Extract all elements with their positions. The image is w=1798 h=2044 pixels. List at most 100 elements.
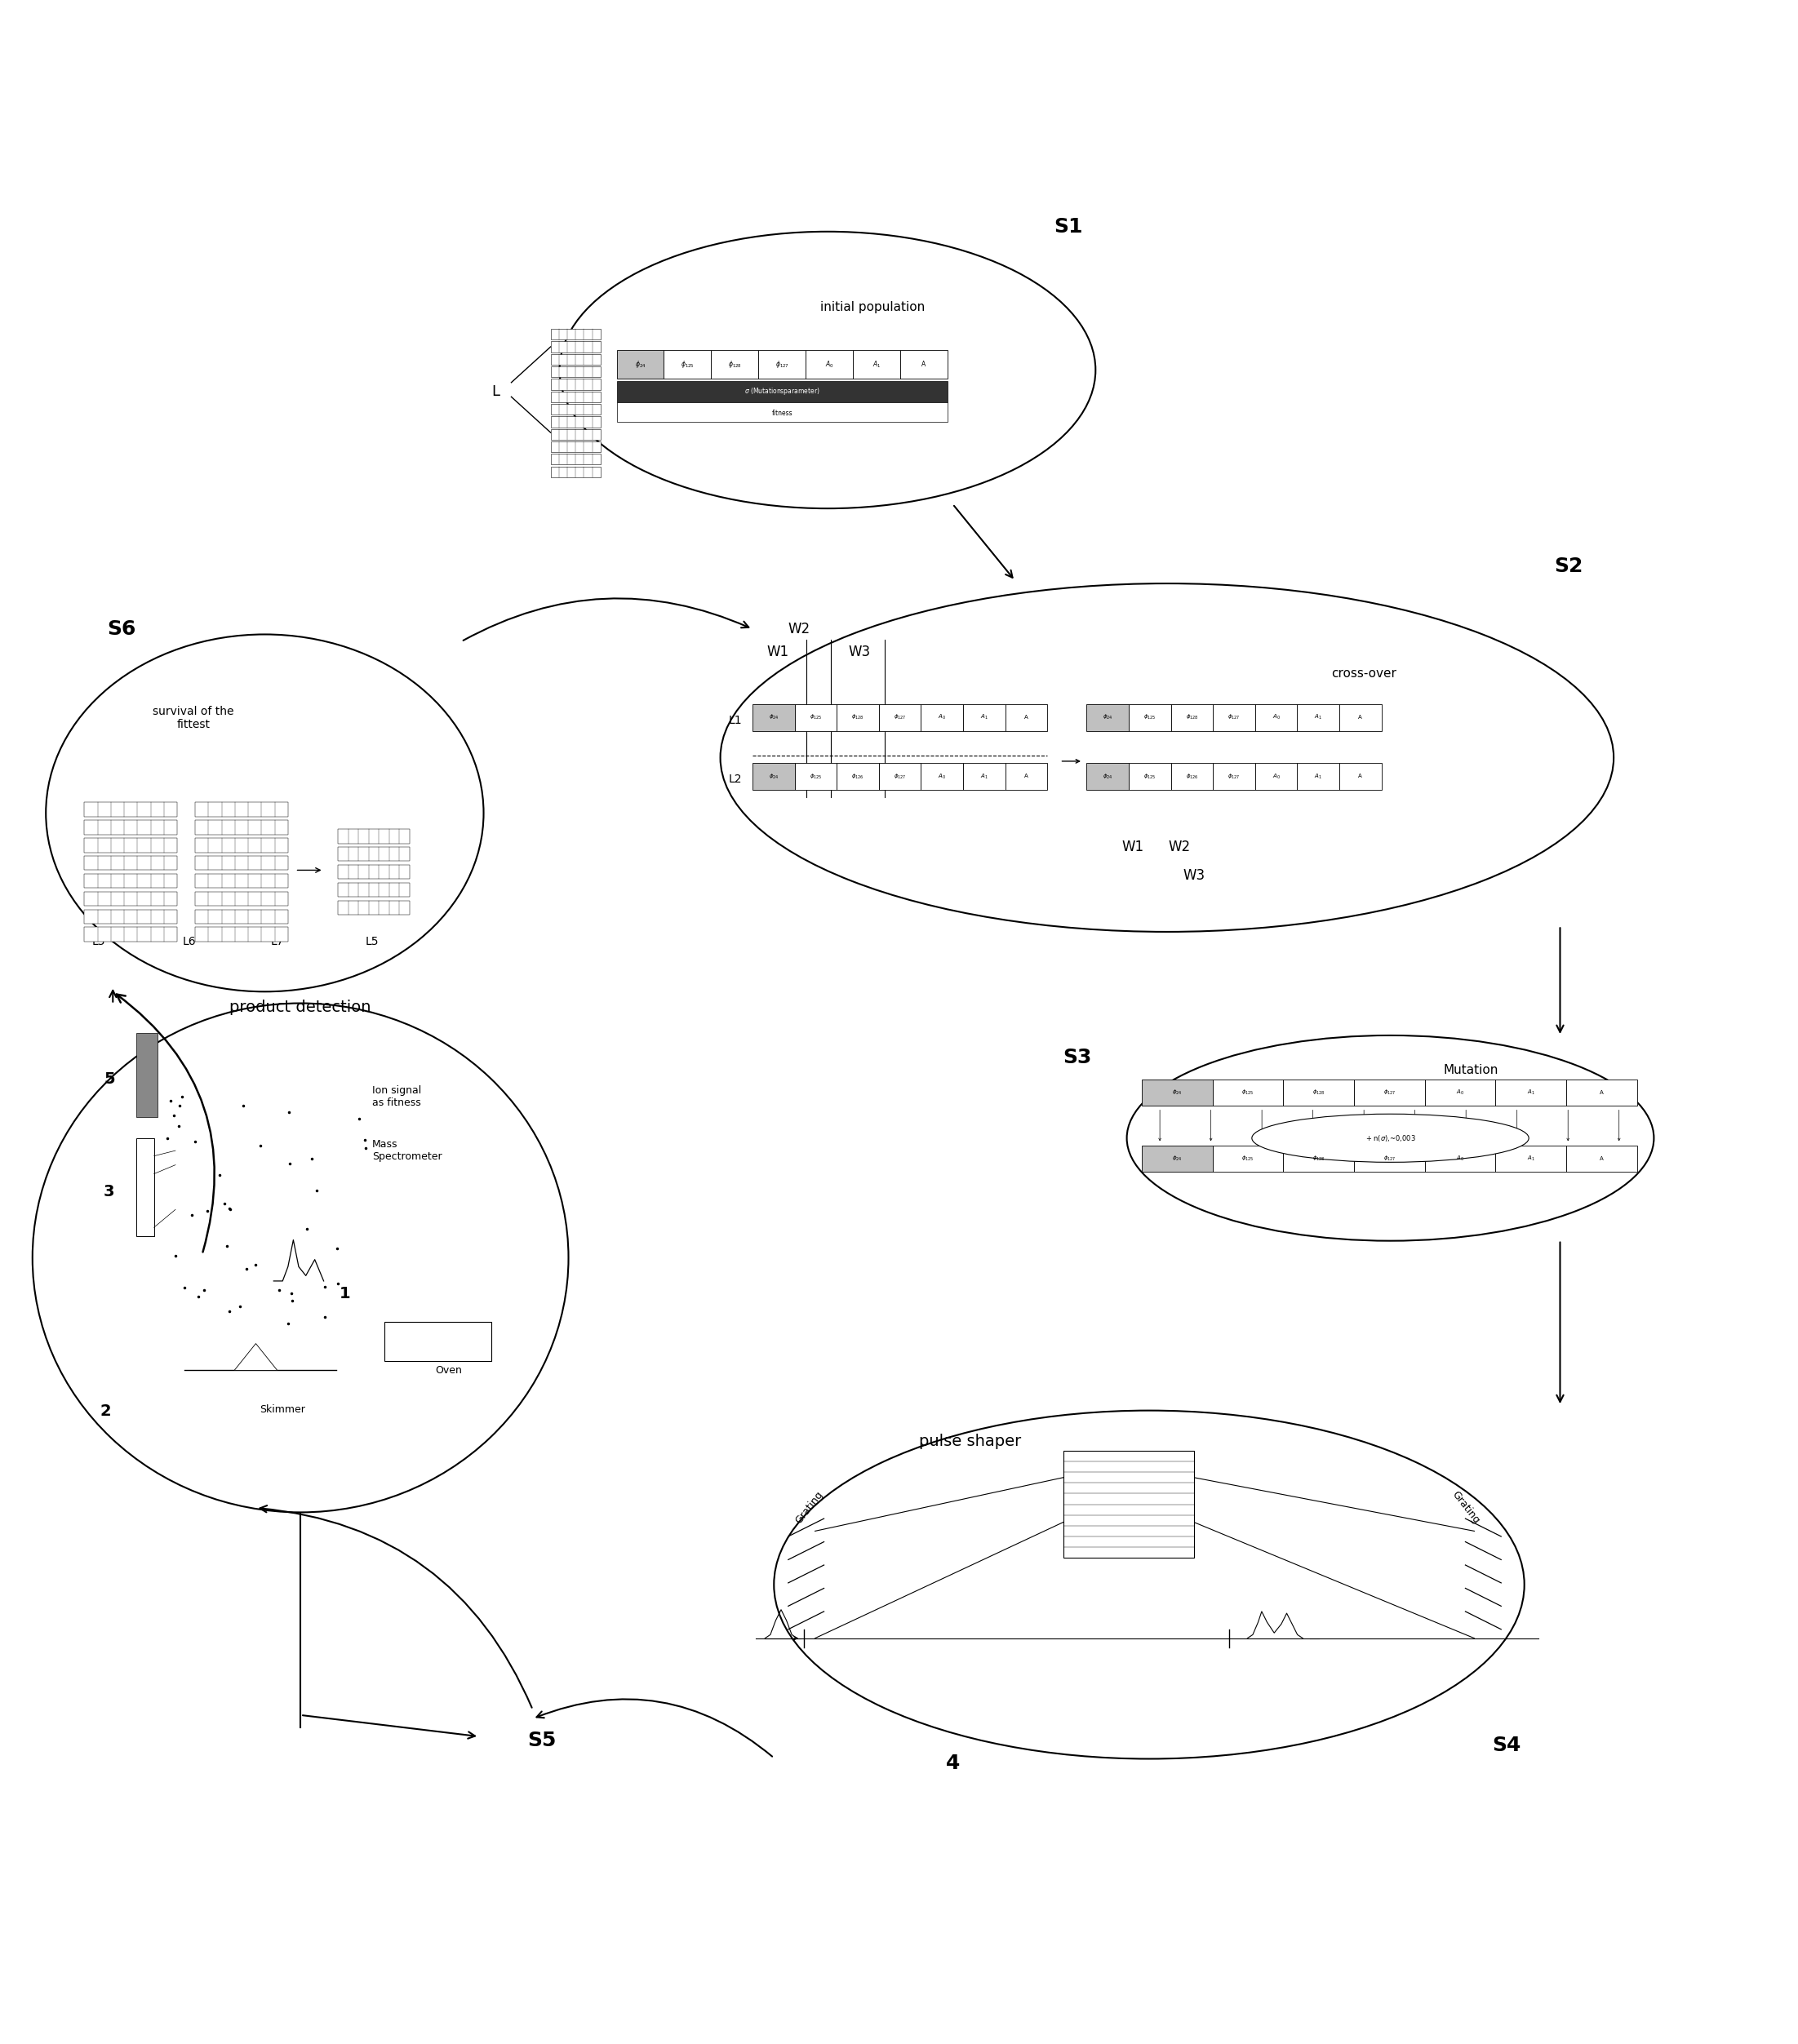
Text: cross-over: cross-over	[1331, 668, 1395, 681]
Text: Grating: Grating	[793, 1490, 825, 1527]
Bar	[194, 928, 288, 942]
Bar	[1424, 1079, 1496, 1106]
Bar	[712, 350, 759, 378]
Bar	[338, 830, 410, 844]
Bar	[137, 1032, 158, 1116]
Text: $\phi_{128}$: $\phi_{128}$	[1313, 1087, 1325, 1098]
Bar	[1296, 762, 1340, 789]
Bar	[338, 846, 410, 861]
Bar	[85, 803, 178, 818]
Text: A: A	[922, 362, 926, 368]
Bar	[852, 350, 901, 378]
Text: S3: S3	[1063, 1049, 1091, 1067]
Text: $\phi_{125}$: $\phi_{125}$	[1242, 1087, 1255, 1098]
Text: $\phi_{128}$: $\phi_{128}$	[852, 713, 865, 722]
Text: $\phi_{24}$: $\phi_{24}$	[1102, 773, 1113, 781]
Bar	[1255, 703, 1296, 732]
Text: A: A	[1025, 715, 1028, 719]
Text: L6: L6	[183, 936, 196, 946]
Text: $A_0$: $A_0$	[1456, 1155, 1464, 1163]
Text: L5: L5	[92, 936, 106, 946]
Bar	[1170, 703, 1214, 732]
Bar	[85, 928, 178, 942]
Text: L7: L7	[270, 936, 284, 946]
Bar	[964, 703, 1005, 732]
Text: A: A	[1600, 1089, 1604, 1096]
Text: 4: 4	[946, 1754, 960, 1772]
Text: $\phi_{125}$: $\phi_{125}$	[1144, 773, 1156, 781]
Bar	[194, 838, 288, 852]
Text: Liquid Crystal
Modulator: Liquid Crystal Modulator	[1100, 1484, 1163, 1500]
Bar	[550, 442, 601, 452]
Bar	[836, 703, 879, 732]
Text: $\phi_{24}$: $\phi_{24}$	[1102, 713, 1113, 722]
Bar	[550, 366, 601, 378]
Text: L2: L2	[728, 773, 743, 785]
Text: $\phi_{125}$: $\phi_{125}$	[1144, 713, 1156, 722]
Bar	[550, 354, 601, 364]
Text: W2: W2	[1169, 840, 1190, 854]
Text: W1: W1	[1122, 840, 1144, 854]
Text: Grating: Grating	[1449, 1490, 1482, 1527]
Text: $\phi_{127}$: $\phi_{127}$	[894, 713, 906, 722]
Text: $\phi_{126}$: $\phi_{126}$	[1185, 773, 1197, 781]
Text: fitness: fitness	[771, 409, 793, 417]
Text: $A_1$: $A_1$	[872, 360, 881, 370]
Bar	[753, 703, 795, 732]
Text: 5: 5	[104, 1071, 115, 1087]
Bar	[1255, 762, 1296, 789]
Bar	[550, 454, 601, 464]
Text: W2: W2	[788, 621, 811, 636]
Text: survival of the
fittest: survival of the fittest	[153, 705, 234, 730]
Bar	[1212, 1145, 1284, 1171]
Bar	[836, 762, 879, 789]
Text: S1: S1	[1054, 217, 1082, 237]
Text: S2: S2	[1555, 556, 1584, 576]
Text: Mass
Spectrometer: Mass Spectrometer	[372, 1139, 442, 1163]
Bar	[194, 910, 288, 924]
Text: pulse shaper: pulse shaper	[919, 1435, 1021, 1449]
Text: $A_0$: $A_0$	[1271, 713, 1280, 722]
Text: $\phi_{125}$: $\phi_{125}$	[681, 360, 694, 370]
Text: $\phi_{128}$: $\phi_{128}$	[1185, 713, 1197, 722]
Text: S4: S4	[1492, 1735, 1521, 1756]
Bar	[550, 329, 601, 339]
Text: $\phi_{127}$: $\phi_{127}$	[1383, 1155, 1395, 1163]
Text: $\phi_{127}$: $\phi_{127}$	[894, 773, 906, 781]
Text: $\phi_{125}$: $\phi_{125}$	[809, 773, 822, 781]
Bar	[921, 762, 964, 789]
Text: $\phi_{127}$: $\phi_{127}$	[775, 360, 789, 370]
Text: Skimmer: Skimmer	[259, 1404, 306, 1414]
Bar	[1424, 1145, 1496, 1171]
Bar	[137, 1139, 155, 1237]
Text: W3: W3	[1183, 869, 1205, 883]
Bar	[1005, 762, 1046, 789]
Text: A: A	[1359, 715, 1363, 719]
Text: product detection: product detection	[230, 1000, 370, 1016]
Bar	[338, 901, 410, 916]
Bar	[617, 380, 948, 403]
Bar	[385, 1322, 491, 1361]
Text: $A_1$: $A_1$	[1314, 773, 1322, 781]
Text: 1: 1	[340, 1286, 351, 1302]
Text: $A_1$: $A_1$	[980, 773, 989, 781]
Text: $\phi_{127}$: $\phi_{127}$	[1383, 1087, 1395, 1098]
Bar	[1142, 1145, 1212, 1171]
Bar	[1566, 1079, 1636, 1106]
Text: $\phi_{128}$: $\phi_{128}$	[1313, 1155, 1325, 1163]
Bar	[1354, 1079, 1424, 1106]
Text: $A_0$: $A_0$	[939, 713, 946, 722]
Bar	[1566, 1145, 1636, 1171]
Text: A: A	[1600, 1157, 1604, 1161]
Bar	[1170, 762, 1214, 789]
Bar	[194, 803, 288, 818]
Bar	[1129, 703, 1170, 732]
Bar	[338, 883, 410, 897]
Text: W1: W1	[766, 646, 789, 660]
Bar	[194, 873, 288, 887]
Bar	[901, 350, 948, 378]
Bar	[1086, 703, 1129, 732]
Text: $\phi_{24}$: $\phi_{24}$	[768, 773, 779, 781]
Text: $A_1$: $A_1$	[1314, 713, 1322, 722]
Bar	[194, 820, 288, 834]
